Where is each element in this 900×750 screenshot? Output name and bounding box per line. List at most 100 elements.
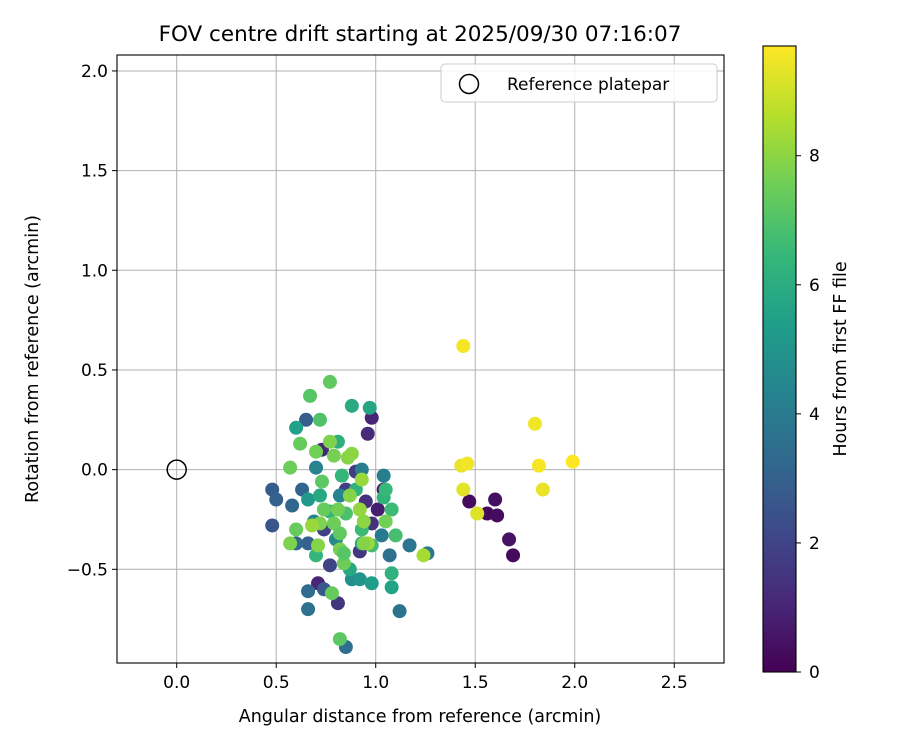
data-point [269, 492, 284, 507]
data-point [322, 434, 337, 449]
data-point [309, 460, 324, 475]
x-axis-ticks: 0.0 0.5 1.0 1.5 2.0 2.5 [163, 663, 688, 693]
data-point [376, 468, 391, 483]
y-tick-label: 0.0 [81, 461, 108, 481]
colorbar: 0 2 4 6 8 Hours from first FF file [762, 45, 851, 683]
y-tick-label: 2.0 [81, 62, 108, 82]
colorbar-ticks: 0 2 4 6 8 [796, 147, 820, 683]
data-point [356, 514, 371, 529]
data-point [460, 456, 475, 471]
data-point [384, 580, 399, 595]
data-point [470, 506, 485, 521]
x-tick-label: 0.0 [163, 673, 190, 693]
data-point [303, 388, 318, 403]
data-point [314, 474, 329, 489]
data-point [354, 472, 369, 487]
data-point [388, 528, 403, 543]
data-point [289, 522, 304, 537]
colorbar-tick-label: 0 [809, 663, 820, 683]
data-point [356, 536, 371, 551]
data-point [301, 602, 316, 617]
data-point [293, 436, 308, 451]
colorbar-tick-label: 6 [809, 276, 820, 296]
data-point [332, 526, 347, 541]
data-point [384, 502, 399, 517]
data-point [490, 508, 505, 523]
data-point [531, 458, 546, 473]
data-point [311, 538, 326, 553]
data-point [565, 454, 580, 469]
data-point [374, 528, 389, 543]
data-point [326, 448, 341, 463]
data-point [362, 400, 377, 415]
legend-marker [458, 73, 480, 95]
data-point [330, 502, 345, 517]
grid-lines [117, 55, 724, 663]
data-point [265, 518, 280, 533]
data-point [289, 420, 304, 435]
data-points [265, 339, 580, 655]
colorbar-tick-label: 2 [809, 534, 820, 554]
y-tick-label: 1.5 [81, 162, 108, 182]
data-point [360, 426, 375, 441]
x-tick-label: 0.5 [263, 673, 290, 693]
data-point [283, 536, 298, 551]
x-tick-label: 2.5 [661, 673, 688, 693]
y-tick-label: −0.5 [67, 560, 108, 580]
data-point [312, 412, 327, 427]
data-point [299, 412, 314, 427]
data-point [416, 548, 431, 563]
data-point [344, 446, 359, 461]
data-point [336, 556, 351, 571]
data-point [283, 460, 298, 475]
data-point [378, 514, 393, 529]
data-point [384, 566, 399, 581]
legend-entry-label: Reference platepar [507, 75, 669, 95]
data-point [344, 398, 359, 413]
legend-box [440, 63, 718, 103]
x-tick-label: 1.5 [462, 673, 489, 693]
data-point [352, 502, 367, 517]
data-point [332, 632, 347, 647]
data-point [364, 576, 379, 591]
colorbar-frame [762, 45, 797, 673]
colorbar-gradient [763, 46, 796, 672]
data-point [402, 538, 417, 553]
data-point [332, 488, 347, 503]
data-point [301, 584, 316, 599]
colorbar-label: Hours from first FF file [831, 261, 851, 456]
data-point [354, 462, 369, 477]
data-point [456, 482, 471, 497]
data-point [392, 604, 407, 619]
data-point [334, 468, 349, 483]
data-point [285, 498, 300, 513]
data-point [488, 492, 503, 507]
data-point [456, 339, 471, 354]
data-point [322, 374, 337, 389]
data-point [324, 586, 339, 601]
data-point [382, 548, 397, 563]
data-point [370, 502, 385, 517]
data-point [378, 482, 393, 497]
plot-frame [116, 54, 725, 664]
data-point [352, 572, 367, 587]
legend: Reference platepar [440, 63, 718, 103]
data-point [309, 444, 324, 459]
data-point [462, 494, 477, 509]
y-tick-label: 1.0 [81, 261, 108, 281]
y-tick-label: 0.5 [81, 361, 108, 381]
x-tick-label: 2.0 [561, 673, 588, 693]
y-axis-ticks: −0.5 0.0 0.5 1.0 1.5 2.0 [67, 62, 117, 580]
x-axis-label: Angular distance from reference (arcmin) [239, 707, 602, 727]
chart-title: FOV centre drift starting at 2025/09/30 … [159, 22, 682, 47]
data-point [305, 518, 320, 533]
colorbar-tick-label: 4 [809, 405, 820, 425]
data-point [322, 558, 337, 573]
data-point [316, 502, 331, 517]
colorbar-tick-label: 8 [809, 147, 820, 167]
data-point [342, 488, 357, 503]
y-axis-label: Rotation from reference (arcmin) [23, 215, 43, 503]
data-point [527, 416, 542, 431]
data-point [506, 548, 521, 563]
